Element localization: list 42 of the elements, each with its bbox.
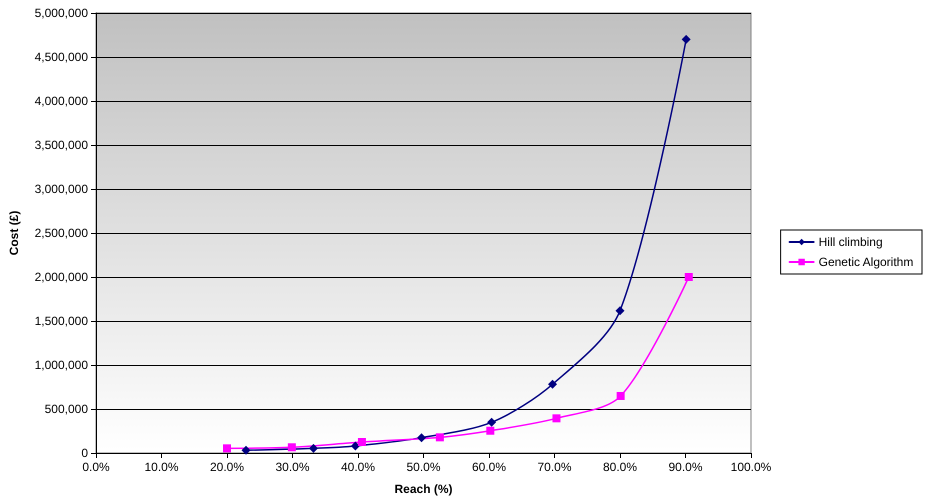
point <box>548 380 558 389</box>
point <box>350 441 360 450</box>
x-tick-label: 0.0% <box>82 460 110 474</box>
point <box>616 306 624 316</box>
y-tick-label: 0 <box>81 446 88 460</box>
y-tick-label: 2,500,000 <box>34 226 88 240</box>
point <box>436 433 444 442</box>
point <box>223 444 231 452</box>
y-tick-label: 500,000 <box>44 402 88 416</box>
x-tick-label: 60.0% <box>472 460 506 474</box>
y-tick-label: 2,000,000 <box>34 270 88 284</box>
x-tick-label: 50.0% <box>406 460 441 474</box>
y-tick-label: 1,000,000 <box>34 358 88 372</box>
point <box>616 392 625 400</box>
legend-label: Hill climbing <box>818 235 883 249</box>
point <box>417 433 426 442</box>
x-tick-label: 20.0% <box>210 460 244 474</box>
y-tick-label: 3,000,000 <box>34 182 88 196</box>
point <box>308 444 318 453</box>
point <box>552 414 560 422</box>
point <box>288 443 296 452</box>
x-tick-label: 100.0% <box>730 460 772 474</box>
y-axis-title: Cost (£) <box>7 210 21 256</box>
y-tick-label: 4,500,000 <box>34 50 88 64</box>
point <box>487 418 496 427</box>
x-tick-label: 90.0% <box>668 460 703 474</box>
point <box>241 446 250 455</box>
y-tick-label: 3,500,000 <box>34 138 88 152</box>
x-tick-label: 30.0% <box>275 460 310 474</box>
x-tick-label: 10.0% <box>144 460 179 474</box>
point <box>486 426 494 435</box>
y-tick-label: 5,000,000 <box>34 6 88 20</box>
x-axis-title: Reach (%) <box>394 482 453 496</box>
x-tick-label: 70.0% <box>537 460 572 474</box>
point <box>358 438 366 446</box>
legend-label: Genetic Algorithm <box>818 255 914 269</box>
x-tick-label: 80.0% <box>602 460 638 474</box>
y-tick-label: 4,000,000 <box>34 94 88 108</box>
x-tick-label: 40.0% <box>340 460 376 474</box>
point <box>682 34 691 44</box>
y-tick-label: 1,500,000 <box>34 314 88 328</box>
point <box>684 273 693 281</box>
